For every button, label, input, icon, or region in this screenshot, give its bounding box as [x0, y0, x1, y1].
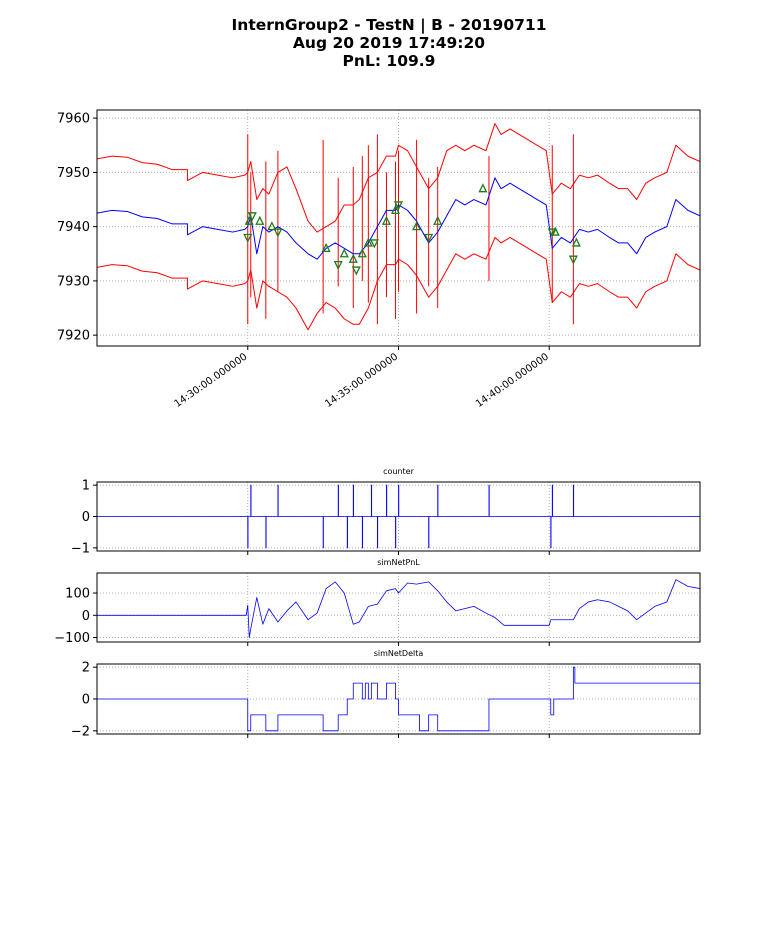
x-tick-label-0: 14:30:00.000000 [172, 351, 249, 409]
y-tick-label-0-4: 7960 [57, 112, 90, 127]
sell-marker-4 [351, 266, 361, 276]
series-line-1-0 [97, 484, 700, 549]
buy-marker-5 [348, 253, 358, 263]
figure-title-line-3: PnL: 109.9 [342, 52, 436, 70]
buy-marker-4 [339, 248, 349, 258]
y-tick-label-1-2: 1 [82, 479, 90, 494]
buy-marker-9 [390, 204, 401, 215]
figure-title: InternGroup2 - TestN | B - 20190711 Aug … [0, 16, 778, 70]
sell-marker-7 [424, 233, 434, 243]
y-tick-label-2-0: −100 [54, 631, 90, 646]
y-tick-label-3-0: −2 [71, 724, 90, 739]
buy-marker-14 [571, 237, 581, 247]
sell-marker-3 [333, 260, 343, 271]
sell-marker-9 [568, 255, 578, 265]
buy-marker-2 [267, 221, 277, 231]
series-line-0-0 [97, 123, 700, 233]
y-tick-label-0-3: 7950 [57, 166, 90, 181]
buy-marker-8 [381, 215, 391, 225]
sell-marker-1 [247, 212, 257, 222]
buy-marker-13 [550, 226, 560, 236]
price-panel: 7920 7930 7940 7950 7960 14:30:00.000000 14:35… [57, 109, 701, 410]
buy-marker-10 [412, 221, 422, 231]
sell-marker-2 [273, 228, 283, 238]
y-tick-label-3-2: 2 [82, 661, 90, 676]
subplot-title-1: counter [383, 467, 414, 476]
series-line-3-0 [97, 666, 700, 732]
buy-marker-1 [255, 215, 265, 225]
buy-marker-11 [433, 215, 443, 225]
counter-panel: counter −1 0 1 [71, 467, 701, 556]
x-tick-label-1: 14:35:00.000000 [323, 351, 400, 409]
series-line-2-0 [97, 579, 700, 638]
y-tick-label-0-2: 7940 [57, 220, 90, 235]
buy-marker-6 [357, 248, 367, 258]
sell-marker-6 [393, 201, 404, 211]
sell-marker-8 [547, 228, 557, 238]
subplot-title-2: simNetPnL [377, 558, 420, 567]
buy-marker-7 [363, 237, 373, 247]
figure-title-line-2: Aug 20 2019 17:49:20 [292, 34, 486, 52]
y-tick-label-2-2: 100 [65, 587, 90, 602]
buy-marker-0 [244, 215, 254, 225]
figure-title-line-1: InternGroup2 - TestN | B - 20190711 [231, 16, 547, 34]
y-tick-label-0-0: 7920 [57, 329, 90, 344]
buy-marker-3 [321, 242, 331, 252]
y-tick-label-0-1: 7930 [57, 274, 90, 289]
y-tick-label-1-1: 0 [82, 510, 90, 525]
sell-marker-0 [243, 233, 253, 243]
sell-marker-5 [369, 239, 379, 249]
buy-marker-12 [478, 183, 488, 193]
x-tick-label-2: 14:40:00.000000 [474, 351, 551, 409]
subplot-title-3: simNetDelta [374, 649, 424, 658]
y-tick-label-1-0: −1 [71, 541, 90, 556]
y-tick-label-3-1: 0 [82, 693, 90, 708]
y-tick-label-2-1: 0 [82, 609, 90, 624]
simnetpnl-panel: simNetPnL −100 0 100 [54, 558, 701, 646]
axes-frame-2 [96, 572, 701, 643]
series-line-0-1 [97, 177, 700, 260]
series-line-0-2 [97, 236, 700, 331]
simnetdelta-panel: simNetDelta −2 0 2 [71, 649, 701, 739]
